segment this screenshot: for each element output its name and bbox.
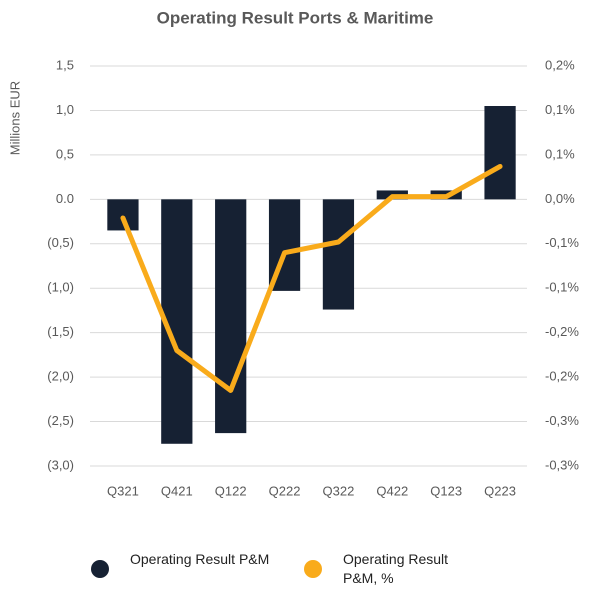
bar [215,199,247,434]
x-tick-label: Q222 [269,483,301,498]
y-tick-label: (3,0) [47,457,74,472]
x-tick-label: Q123 [430,483,462,498]
y-tick-label: 1,5 [56,57,74,72]
y-axis-label: Millions EUR [7,81,22,155]
y-tick-label: (0,5) [47,235,74,250]
y2-tick-label: -0,1% [545,280,579,295]
legend-item: Operating Result P&M, % [343,551,449,586]
x-tick-label: Q223 [484,483,516,498]
y-tick-label: (1,0) [47,280,74,295]
legend-label: Operating Result P&M, % [343,551,449,586]
y2-tick-label: -0,3% [545,457,579,472]
y-tick-label: (1,5) [47,324,74,339]
line [120,163,503,393]
x-tick-label: Q421 [161,483,193,498]
bar [322,199,355,310]
legend-label: Operating Result P&M [130,551,270,567]
y2-tick-label: -0,2% [545,324,579,339]
y-tick-label: 0.0 [56,191,74,206]
y-tick-label: (2,0) [47,369,74,384]
y-tick-label: 1,0 [56,102,74,117]
bar [484,106,516,200]
y-tick-label: 0,5 [56,146,74,161]
y2-tick-label: -0,3% [545,413,579,428]
chart-title: Operating Result Ports & Maritime [157,8,434,27]
x-tick-label: Q321 [107,483,139,498]
legend-item: Operating Result P&M [130,551,270,567]
y2-tick-label: 0,1% [545,102,575,117]
x-tick-label: Q422 [376,483,408,498]
x-tick-label: Q322 [323,483,355,498]
x-tick-label: Q122 [215,483,247,498]
y2-tick-label: 0,2% [545,57,575,72]
legend-marker [304,560,322,578]
y2-tick-label: 0,0% [545,191,575,206]
y2-tick-label: 0,1% [545,146,575,161]
legend-marker [91,560,109,578]
y-tick-label: (2,5) [47,413,74,428]
y2-tick-label: -0,1% [545,235,579,250]
y2-tick-label: -0,2% [545,369,579,384]
bar [107,199,139,231]
